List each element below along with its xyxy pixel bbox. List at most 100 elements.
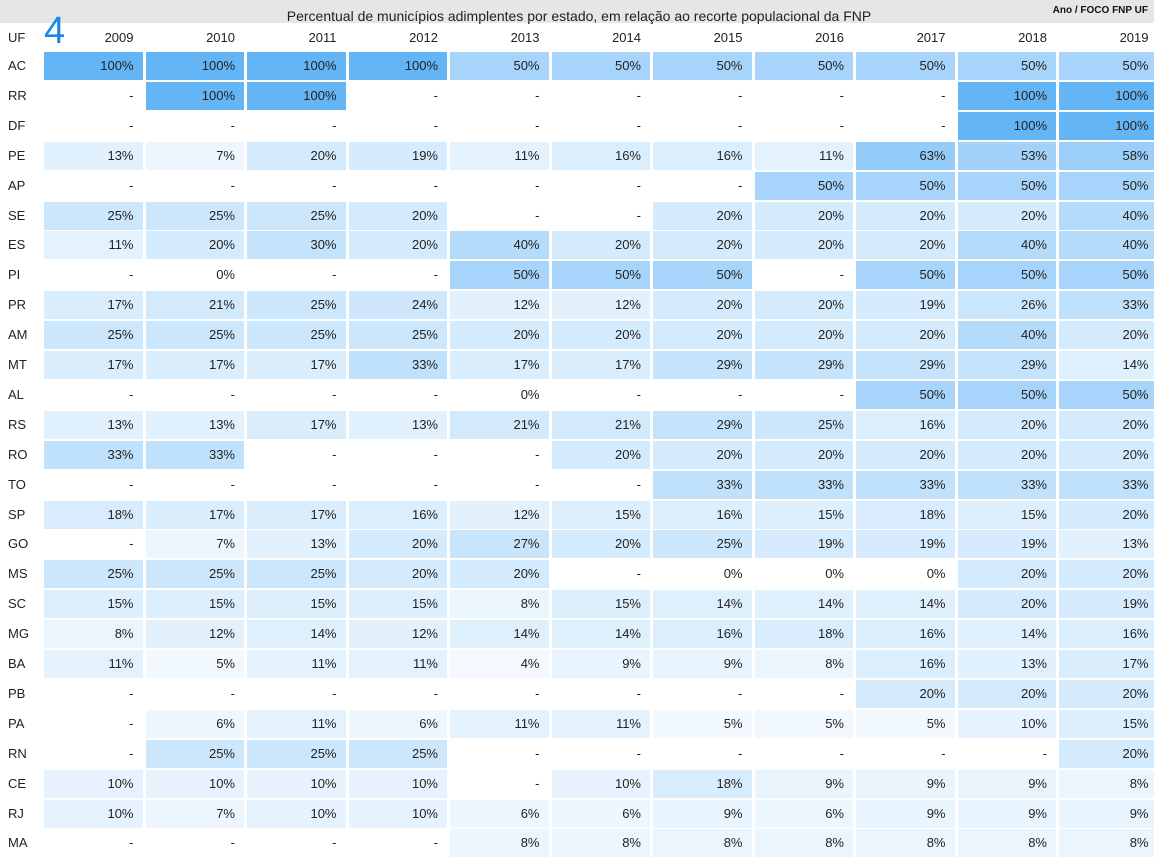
heatmap-cell: 50%: [1059, 52, 1154, 80]
heatmap-cell: 19%: [348, 141, 447, 170]
heatmap-cell: 14%: [754, 590, 853, 619]
heatmap-cell: 12%: [348, 620, 447, 649]
heatmap-cell: -: [44, 380, 143, 409]
heatmap-cell: 4%: [450, 650, 549, 678]
heatmap-cell: 26%: [957, 291, 1056, 320]
heatmap-cell: 6%: [145, 709, 244, 738]
heatmap-cell: 18%: [44, 500, 143, 529]
heatmap-cell: 50%: [653, 52, 752, 80]
heatmap-cell: 27%: [450, 530, 549, 559]
heatmap-cell: -: [653, 111, 752, 140]
heatmap-cell: 0%: [856, 560, 955, 589]
heatmap-cell: 20%: [348, 560, 447, 589]
heatmap-cell: 15%: [551, 500, 650, 529]
heatmap-cell: -: [957, 739, 1056, 768]
heatmap-cell: 100%: [957, 111, 1056, 140]
heatmap-cell: 10%: [551, 769, 650, 798]
heatmap-cell: -: [247, 829, 346, 858]
row-header-uf: BA: [8, 656, 26, 671]
heatmap-cell: -: [856, 81, 955, 110]
heatmap-cell: 33%: [1059, 291, 1154, 320]
heatmap-cell: -: [450, 739, 549, 768]
heatmap-cell: -: [551, 679, 650, 708]
heatmap-cell: -: [348, 470, 447, 499]
heatmap-cell: 100%: [957, 81, 1056, 110]
heatmap-cell: -: [348, 81, 447, 110]
heatmap-cell: 15%: [348, 590, 447, 619]
column-header-year: 2015: [713, 30, 743, 45]
title-bar: [0, 0, 1154, 23]
heatmap-cell: 6%: [754, 799, 853, 828]
column-header-year: 2017: [916, 30, 946, 45]
heatmap-cell: 19%: [1059, 590, 1154, 619]
heatmap-cell: 20%: [856, 201, 955, 230]
row-header-uf: AC: [8, 58, 27, 73]
heatmap-cell: 10%: [247, 769, 346, 798]
heatmap-cell: 100%: [1059, 111, 1154, 140]
heatmap-cell: 40%: [450, 231, 549, 260]
heatmap-cell: 13%: [1059, 530, 1154, 559]
heatmap-cell: -: [247, 111, 346, 140]
heatmap-cell: 9%: [856, 769, 955, 798]
heatmap-cell: 13%: [247, 530, 346, 559]
heatmap-cell: 9%: [551, 650, 650, 678]
row-header-uf: DF: [8, 117, 26, 133]
heatmap-cell: -: [856, 111, 955, 140]
heatmap-cell: -: [44, 530, 143, 559]
heatmap-cell: 50%: [1059, 380, 1154, 409]
heatmap-cell: 29%: [653, 351, 752, 379]
heatmap-cell: -: [450, 171, 549, 200]
heatmap-cell: 5%: [856, 709, 955, 738]
heatmap-cell: 12%: [551, 291, 650, 320]
heatmap-cell: 20%: [1059, 560, 1154, 589]
heatmap-cell: 20%: [653, 201, 752, 230]
heatmap-cell: 19%: [754, 530, 853, 559]
heatmap-cell: 5%: [145, 650, 244, 678]
heatmap-cell: 8%: [450, 829, 549, 858]
heatmap-cell: -: [653, 380, 752, 409]
heatmap-cell: 25%: [247, 291, 346, 320]
heatmap-cell: -: [247, 380, 346, 409]
heatmap-cell: 40%: [957, 231, 1056, 260]
heatmap-cell: 8%: [754, 829, 853, 858]
heatmap-cell: 25%: [348, 321, 447, 350]
heatmap-cell: 20%: [145, 231, 244, 260]
heatmap-cell: 10%: [348, 769, 447, 798]
heatmap-cell: -: [856, 739, 955, 768]
heatmap-cell: -: [754, 380, 853, 409]
heatmap-cell: 25%: [247, 321, 346, 350]
heatmap-cell: 17%: [1059, 650, 1154, 678]
heatmap-cell: 8%: [551, 829, 650, 858]
heatmap-cell: 12%: [450, 500, 549, 529]
heatmap-cell: 17%: [551, 351, 650, 379]
row-header-uf: ES: [8, 237, 26, 253]
row-header-uf: RO: [8, 446, 28, 462]
heatmap-cell: 7%: [145, 530, 244, 559]
row-header-uf: RR: [8, 87, 27, 103]
heatmap-cell: -: [348, 440, 447, 469]
heatmap-cell: 20%: [247, 141, 346, 170]
heatmap-cell: 40%: [1059, 231, 1154, 260]
heatmap-cell: -: [450, 470, 549, 499]
heatmap-cell: 20%: [551, 321, 650, 350]
heatmap-cell: 53%: [957, 141, 1056, 170]
heatmap-cell: 11%: [450, 141, 549, 170]
heatmap-cell: 16%: [348, 500, 447, 529]
row-header-uf: AM: [8, 327, 28, 343]
heatmap-cell: 9%: [653, 799, 752, 828]
heatmap-cell: 18%: [856, 500, 955, 529]
heatmap-cell: 20%: [957, 201, 1056, 230]
heatmap-cell: 20%: [1059, 739, 1154, 768]
column-header-year: 2013: [510, 30, 540, 45]
heatmap-cell: 9%: [1059, 799, 1154, 828]
heatmap-cell: 17%: [145, 500, 244, 529]
heatmap-cell: -: [551, 380, 650, 409]
heatmap-cell: 25%: [348, 739, 447, 768]
heatmap-cell: -: [44, 261, 143, 290]
heatmap-cell: 25%: [44, 201, 143, 230]
heatmap-cell: 20%: [1059, 321, 1154, 350]
heatmap-cell: 20%: [653, 291, 752, 320]
heatmap-cell: 10%: [348, 799, 447, 828]
heatmap-cell: 20%: [653, 321, 752, 350]
heatmap-cell: 8%: [856, 829, 955, 858]
